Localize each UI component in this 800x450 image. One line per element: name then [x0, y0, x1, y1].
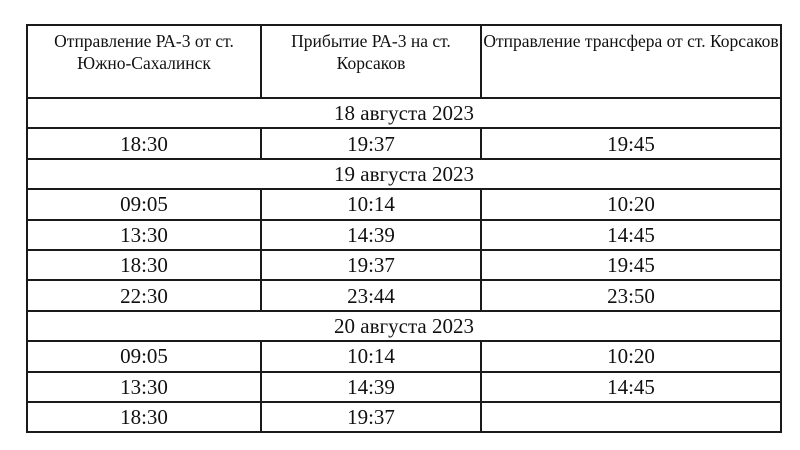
table-row: 13:30 14:39 14:45 — [26, 370, 782, 403]
arrival-time: 10:14 — [260, 188, 482, 221]
transfer-time: 14:45 — [480, 218, 782, 251]
table-row: 22:30 23:44 23:50 — [26, 279, 782, 312]
header-transfer-korsakov: Отправление трансфера от ст. Корсаков — [480, 24, 782, 99]
departure-time: 18:30 — [26, 127, 262, 160]
departure-time: 09:05 — [26, 340, 262, 373]
date-row: 20 августа 2023 — [26, 309, 782, 343]
table-row: 18:30 19:37 19:45 — [26, 248, 782, 282]
transfer-time — [480, 400, 782, 434]
arrival-time: 10:14 — [260, 340, 482, 373]
transfer-time: 23:50 — [480, 279, 782, 312]
departure-time: 22:30 — [26, 279, 262, 312]
date-row: 18 августа 2023 — [26, 96, 782, 130]
table-row: 09:05 10:14 10:20 — [26, 188, 782, 221]
arrival-time: 19:37 — [260, 127, 482, 160]
header-arrival-korsakov: Прибытие РА-3 на ст. Корсаков — [260, 24, 482, 99]
departure-time: 09:05 — [26, 188, 262, 221]
arrival-time: 14:39 — [260, 370, 482, 403]
header-departure-yuzhno: Отправление РА-3 от ст. Южно-Сахалинск — [26, 24, 262, 99]
date-cell: 20 августа 2023 — [26, 309, 782, 343]
table-row: 18:30 19:37 — [26, 400, 782, 434]
date-cell: 18 августа 2023 — [26, 96, 782, 130]
table-row: 09:05 10:14 10:20 — [26, 340, 782, 373]
transfer-time: 19:45 — [480, 127, 782, 160]
departure-time: 18:30 — [26, 248, 262, 282]
arrival-time: 19:37 — [260, 248, 482, 282]
schedule-table: Отправление РА-3 от ст. Южно-Сахалинск П… — [26, 24, 782, 434]
departure-time: 13:30 — [26, 218, 262, 251]
table-row: 18:30 19:37 19:45 — [26, 127, 782, 160]
arrival-time: 23:44 — [260, 279, 482, 312]
transfer-time: 19:45 — [480, 248, 782, 282]
header-row: Отправление РА-3 от ст. Южно-Сахалинск П… — [26, 24, 782, 99]
departure-time: 18:30 — [26, 400, 262, 434]
transfer-time: 10:20 — [480, 340, 782, 373]
arrival-time: 14:39 — [260, 218, 482, 251]
date-cell: 19 августа 2023 — [26, 157, 782, 191]
table-row: 13:30 14:39 14:45 — [26, 218, 782, 251]
departure-time: 13:30 — [26, 370, 262, 403]
arrival-time: 19:37 — [260, 400, 482, 434]
transfer-time: 10:20 — [480, 188, 782, 221]
date-row: 19 августа 2023 — [26, 157, 782, 191]
transfer-time: 14:45 — [480, 370, 782, 403]
